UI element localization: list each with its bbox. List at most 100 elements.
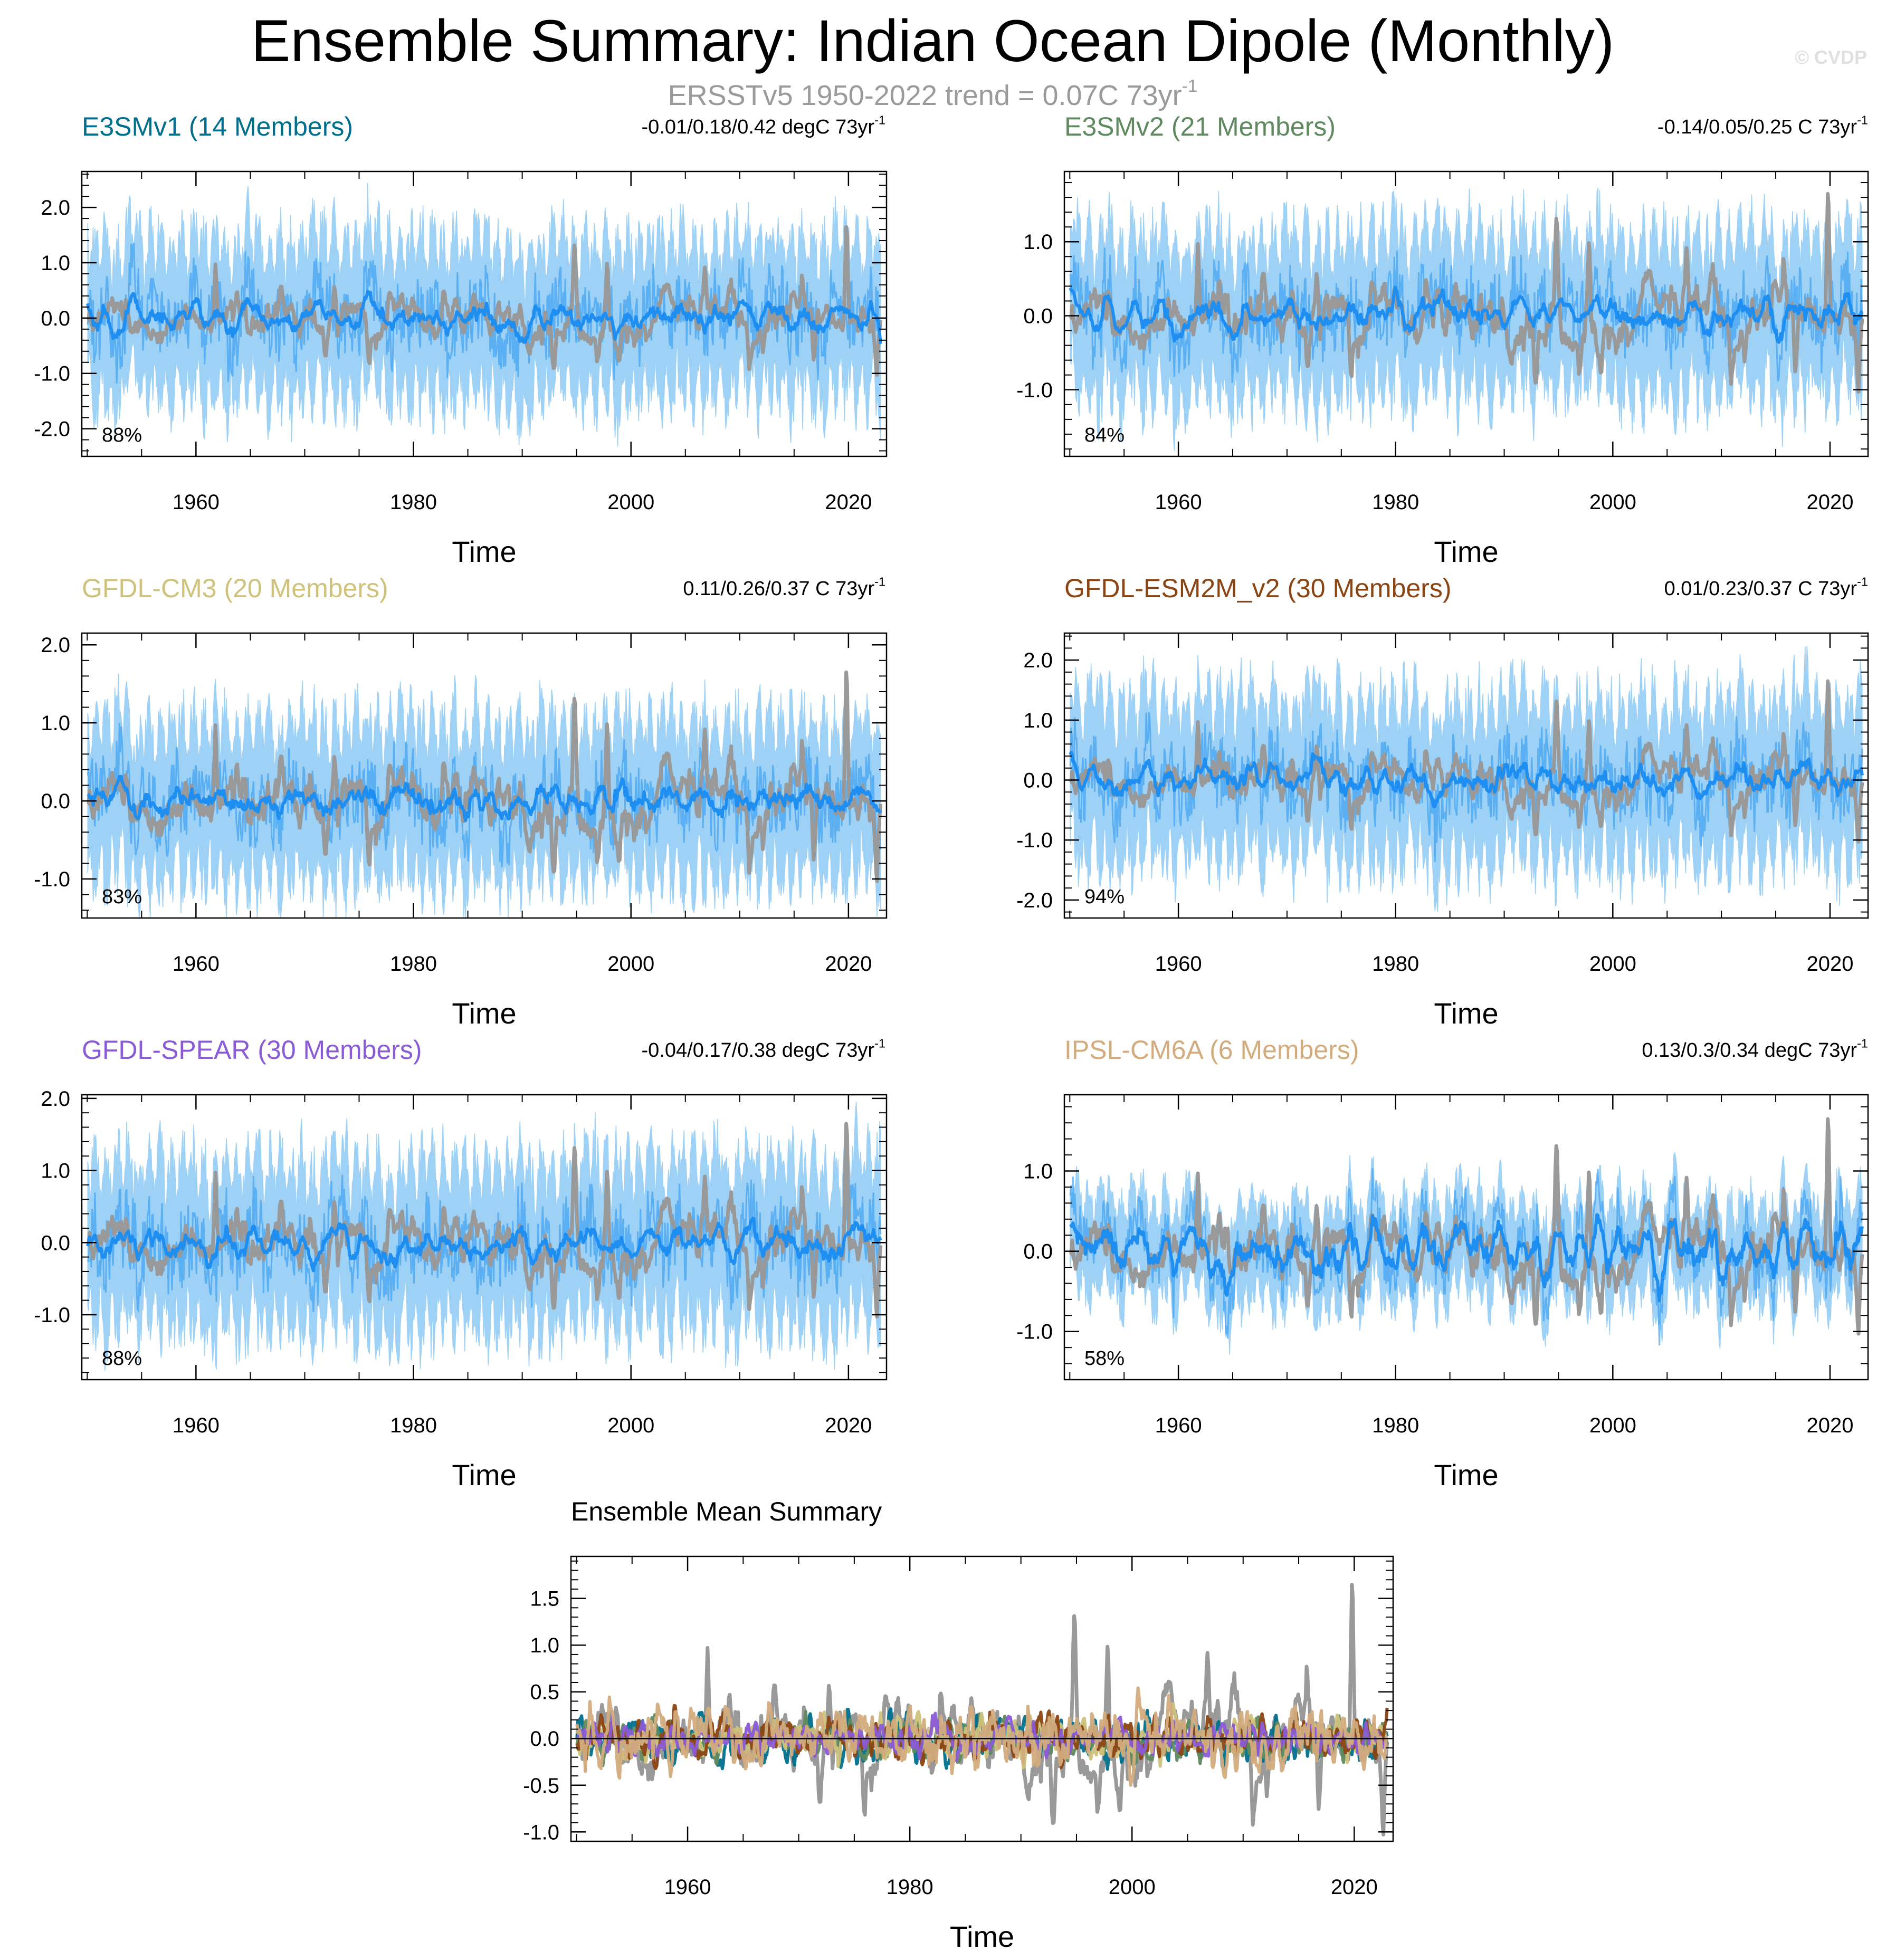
- y-tick-label: 0.0: [41, 307, 70, 330]
- plot-frame: [81, 1094, 888, 1381]
- trend-label: 0.01/0.23/0.37 C 73yr-1: [1664, 576, 1868, 602]
- ensemble-mean-line: [1069, 751, 1864, 809]
- plot-frame: [81, 170, 888, 457]
- x-tick-label: 2020: [1806, 1414, 1853, 1437]
- percent-label: 84%: [1084, 424, 1125, 446]
- x-tick-label: 1980: [390, 952, 437, 976]
- y-tick-label: -1.0: [1016, 379, 1053, 402]
- trend-label: -0.04/0.17/0.38 degC 73yr-1: [642, 1037, 885, 1064]
- x-tick-label: 1980: [1372, 1414, 1419, 1437]
- panel-title: E3SMv1 (14 Members): [82, 112, 354, 141]
- subtitle-superscript: -1: [1182, 76, 1198, 96]
- ensemble-mean-line: [1069, 1213, 1864, 1303]
- series-line-ersstv5: [575, 1583, 1389, 1837]
- y-tick-label: 0.0: [41, 1231, 70, 1255]
- panel-gfdl-spear: GFDL-SPEAR (30 Members) -0.04/0.17/0.38 …: [0, 1034, 908, 1493]
- y-tick-label: -1.0: [34, 1304, 70, 1327]
- panel-plot: 1960 1980 2000 2020 -1.0 0.0 1.0 Time 58%: [1016, 1094, 1869, 1491]
- panel-gfdl-esm2m-v2: GFDL-ESM2M_v2 (30 Members) 0.01/0.23/0.3…: [979, 572, 1887, 1031]
- y-tick-label: 1.0: [41, 712, 70, 735]
- x-axis-title: Time: [1434, 1458, 1498, 1491]
- x-tick-label: 1980: [390, 491, 437, 514]
- x-tick-label: 1960: [173, 1414, 220, 1437]
- ensemble-member-trace: [87, 1174, 882, 1314]
- x-tick-label: 2000: [607, 952, 654, 976]
- observations-line: [86, 670, 883, 883]
- plot-frame: [1063, 170, 1869, 457]
- panel-plot: 1960 1980 2000 2020 -1.0 0.0 1.0 Time 84%: [1016, 170, 1869, 568]
- trend-text: -0.01/0.18/0.42 degC 73yr: [641, 116, 875, 138]
- x-tick-label: 2020: [1806, 491, 1853, 514]
- plot-area: [86, 670, 883, 918]
- x-tick-label: 2020: [1331, 1876, 1378, 1899]
- y-tick-label: -1.0: [1016, 829, 1053, 852]
- y-tick-label: 1.0: [41, 252, 70, 275]
- panel-plot: 1960 1980 2000 2020 -1.0 0.0 1.0 2.0 Time 88%: [34, 1087, 888, 1491]
- x-tick-label: 1960: [173, 491, 220, 514]
- panel-plot: 1960 1980 2000 2020 -2.0 -1.0 0.0 1.0 2.0 Time 94%: [1016, 632, 1869, 1030]
- trend-label: 0.13/0.3/0.34 degC 73yr-1: [1642, 1037, 1868, 1064]
- ensemble-mean-line: [86, 1217, 882, 1273]
- y-tick-label: 0.0: [530, 1727, 559, 1751]
- cvdp-watermark: © CVDP: [1795, 46, 1867, 68]
- trend-superscript: -1: [874, 1036, 885, 1050]
- trend-text: 0.13/0.3/0.34 degC 73yr: [1642, 1039, 1857, 1062]
- trend-label: -0.14/0.05/0.25 C 73yr-1: [1657, 114, 1868, 140]
- y-tick-label: 0.0: [1023, 769, 1053, 792]
- y-tick-label: -2.0: [1016, 889, 1053, 912]
- plot-area: [86, 1101, 883, 1371]
- panel-title: IPSL-CM6A (6 Members): [1064, 1035, 1359, 1065]
- panel-title: E3SMv2 (21 Members): [1064, 112, 1336, 141]
- subtitle-text: ERSSTv5 1950-2022 trend = 0.07C 73yr: [668, 80, 1182, 111]
- plot-frame: [81, 632, 888, 919]
- percent-label: 83%: [102, 886, 142, 908]
- x-tick-label: 1960: [173, 952, 220, 976]
- trend-superscript: -1: [1857, 575, 1868, 589]
- y-tick-label: 0.0: [41, 790, 70, 813]
- y-tick-label: 1.0: [530, 1634, 559, 1657]
- x-tick-label: 1960: [664, 1876, 711, 1899]
- x-tick-label: 2020: [825, 952, 872, 976]
- trend-superscript: -1: [874, 575, 885, 589]
- y-tick-label: 2.0: [41, 196, 70, 219]
- x-tick-label: 2000: [1589, 952, 1636, 976]
- y-tick-label: 0.0: [1023, 1240, 1053, 1264]
- plot-area: [86, 183, 883, 446]
- trend-superscript: -1: [1857, 113, 1868, 127]
- plot-area: [1069, 646, 1864, 912]
- x-axis-title: Time: [452, 1458, 516, 1491]
- y-tick-label: -1.0: [523, 1821, 559, 1844]
- plot-area: [1069, 1117, 1864, 1355]
- y-tick-label: 2.0: [1023, 649, 1053, 672]
- y-tick-label: 2.0: [41, 1087, 70, 1111]
- figure-subtitle: ERSSTv5 1950-2022 trend = 0.07C 73yr-1: [0, 78, 1865, 113]
- percent-label: 94%: [1084, 886, 1125, 908]
- y-tick-label: 2.0: [41, 634, 70, 657]
- plot-frame: [570, 1555, 1394, 1842]
- panel-title: GFDL-CM3 (20 Members): [82, 573, 388, 603]
- x-tick-label: 1980: [1372, 952, 1419, 976]
- ensemble-mean-line: [86, 290, 882, 344]
- ensemble-mean-line: [1069, 285, 1864, 344]
- trend-label: -0.01/0.18/0.42 degC 73yr-1: [642, 114, 885, 140]
- series-line-ipsl-cm6a: [575, 1686, 1389, 1787]
- panel-plot: 1960 1980 2000 2020 -1.0 0.0 1.0 2.0 Time 83%: [34, 632, 888, 1030]
- x-tick-label: 2000: [1589, 491, 1636, 514]
- ensemble-member-trace: [1069, 1168, 1863, 1345]
- trend-text: -0.04/0.17/0.38 degC 73yr: [641, 1039, 875, 1062]
- x-tick-label: 1980: [390, 1414, 437, 1437]
- trend-label: 0.11/0.26/0.37 C 73yr-1: [683, 576, 885, 602]
- trend-text: 0.11/0.26/0.37 C 73yr: [683, 578, 875, 600]
- y-tick-label: 0.5: [530, 1681, 559, 1704]
- plot-area: [575, 1583, 1389, 1837]
- panel-title: GFDL-SPEAR (30 Members): [82, 1035, 422, 1065]
- x-tick-label: 2000: [607, 1414, 654, 1437]
- y-tick-label: 1.0: [41, 1160, 70, 1183]
- x-axis-title: Time: [1434, 535, 1498, 568]
- percent-label: 58%: [1084, 1347, 1125, 1370]
- x-tick-label: 2020: [1806, 952, 1853, 976]
- x-tick-label: 2000: [607, 491, 654, 514]
- y-tick-label: -1.0: [34, 362, 70, 386]
- plot-frame: [1063, 1094, 1869, 1381]
- panel-title: GFDL-ESM2M_v2 (30 Members): [1064, 573, 1452, 603]
